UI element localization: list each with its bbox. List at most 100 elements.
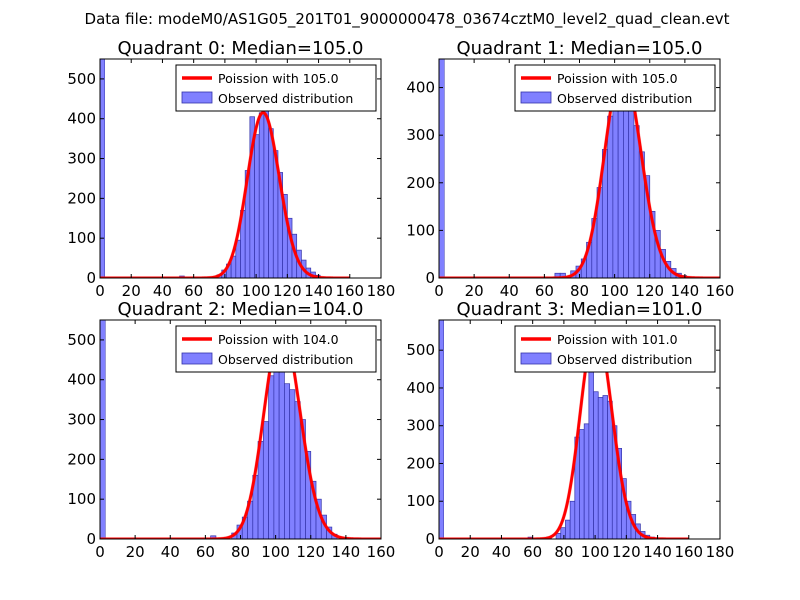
legend-label: Observed distribution [557,91,692,106]
quadrant-title: Quadrant 1: Median=105.0 [457,38,703,59]
x-tick-label: 60 [523,543,542,561]
histogram-bar [569,500,576,539]
histogram-bar [593,391,599,539]
x-tick-label: 40 [500,282,519,300]
x-tick-label: 40 [153,282,172,300]
histogram-bar [612,91,619,278]
x-tick-label: 140 [304,282,333,300]
quadrant-title: Quadrant 0: Median=105.0 [118,38,364,59]
plot-content [100,320,381,539]
y-tick-label: 300 [406,126,435,144]
y-tick-label: 0 [425,530,435,548]
legend-label: Poission with 105.0 [218,71,339,86]
histogram-bar [268,128,274,278]
plot-content [439,320,689,539]
legend-label: Observed distribution [557,352,692,367]
histogram-bar [284,383,291,539]
x-tick-label: 100 [261,543,290,561]
x-tick-label: 0 [95,282,105,300]
x-tick-label: 40 [492,543,511,561]
poisson-curve [100,111,350,278]
histogram-bar [597,397,604,539]
histogram-bar [559,272,566,278]
x-tick-label: 160 [335,282,364,300]
x-tick-label: 140 [671,282,700,300]
x-tick-label: 20 [122,282,141,300]
y-tick-label: 0 [425,269,435,287]
histogram-bar [268,375,275,539]
poisson-curve [439,325,689,539]
x-tick-label: 60 [535,282,554,300]
histogram-bar [262,421,269,539]
histogram-bar [100,59,105,278]
y-tick-label: 500 [67,70,96,88]
x-tick-label: 60 [184,282,203,300]
histogram-bar [294,401,301,539]
x-tick-label: 20 [461,543,480,561]
y-tick-label: 300 [406,417,435,435]
quadrant-title: Quadrant 2: Median=104.0 [118,299,364,320]
histogram-bar [617,87,624,278]
quadrant-panel: 0 20 40 60 80 100 120 140 160 1800100200300400500… [67,38,395,300]
poisson-curve [439,66,720,278]
quadrant-title: Quadrant 3: Median=101.0 [457,299,703,320]
y-tick-label: 200 [67,189,96,207]
legend-bar-swatch [181,352,213,365]
histogram-bar [602,395,608,539]
y-tick-label: 500 [67,331,96,349]
legend-label: Poission with 105.0 [557,71,678,86]
histogram-bar [254,134,260,278]
histogram-bar [439,59,445,278]
quadrant-panel: 0 20 40 60 80 100 120 140 160 1800100200300400500… [406,299,734,561]
histogram-bar [579,429,585,539]
y-tick-label: 500 [406,341,435,359]
histogram-bar [278,359,285,539]
histogram-bar [565,519,571,539]
y-tick-label: 300 [67,150,96,168]
x-tick-label: 120 [612,543,641,561]
x-tick-label: 80 [554,543,573,561]
x-tick-label: 0 [434,543,444,561]
y-tick-label: 0 [86,269,96,287]
quadrant-panels: 0 20 40 60 80 100 120 140 160 1800100200300400500… [67,38,734,561]
legend-label: Observed distribution [218,91,353,106]
histogram-bar [210,535,217,539]
quadrant-panel: 0 20 40 60 80 100 120 140 160 0 100 200 300 400 500 Qua… [67,299,395,561]
histogram-bar [273,359,280,539]
x-tick-label: 160 [706,282,735,300]
axes-frame [438,319,721,540]
y-tick-label: 400 [67,110,96,128]
histogram-bar [607,115,614,278]
legend-label: Poission with 101.0 [557,332,678,347]
y-tick-label: 100 [406,221,435,239]
axes-frame [99,58,382,279]
figure-suptitle: Data file: modeM0/AS1G05_201T01_90000004… [85,10,730,29]
histogram-bar [100,320,106,539]
quadrant-panel: 0 20 40 60 80 100 120 140 160 0 100 200 300 400 Quadra… [406,38,734,300]
x-tick-label: 20 [465,282,484,300]
x-tick-label: 20 [126,543,145,561]
x-tick-label: 100 [242,282,271,300]
legend-bar-swatch [181,91,213,104]
x-tick-label: 120 [635,282,664,300]
y-tick-label: 100 [67,229,96,247]
x-tick-label: 120 [296,543,325,561]
legend-label: Observed distribution [218,352,353,367]
histogram-bar [289,389,296,539]
y-tick-label: 200 [406,174,435,192]
histogram-bar [560,527,566,539]
x-tick-label: 80 [570,282,589,300]
histogram-bar [633,125,640,278]
y-tick-label: 200 [67,450,96,468]
poisson-curve [100,326,381,539]
x-tick-label: 100 [600,282,629,300]
histogram-bar [583,423,590,539]
y-tick-label: 400 [67,371,96,389]
x-tick-label: 0 [95,543,105,561]
y-tick-label: 300 [67,411,96,429]
y-tick-label: 100 [406,492,435,510]
x-tick-label: 180 [706,543,735,561]
y-tick-label: 0 [86,530,96,548]
y-tick-label: 100 [67,490,96,508]
x-tick-label: 120 [273,282,302,300]
